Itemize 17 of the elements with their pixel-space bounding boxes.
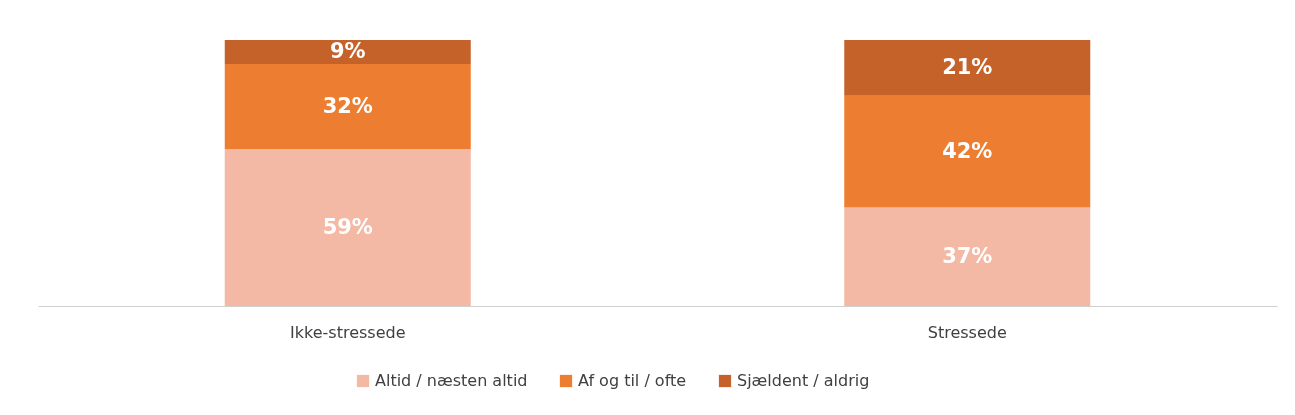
data-label: 32% xyxy=(322,93,373,118)
bar xyxy=(844,95,1091,208)
data-label: 9% xyxy=(329,38,366,63)
legend-label: Af og til / ofte xyxy=(578,371,687,390)
bar xyxy=(224,40,471,64)
x-tick-label: Ikke-stressede xyxy=(290,322,406,342)
legend-label: Sjældent / aldrig xyxy=(737,371,870,390)
data-label: 37% xyxy=(942,243,993,268)
legend-label: Altid / næsten altid xyxy=(375,371,528,390)
data-label: 59% xyxy=(322,214,373,239)
data-label: 21% xyxy=(942,54,993,79)
data-label: 42% xyxy=(942,138,993,163)
bar xyxy=(224,63,471,150)
bar xyxy=(844,40,1091,96)
bar xyxy=(844,207,1091,306)
bar xyxy=(224,149,471,306)
x-tick-label: Stressede xyxy=(927,322,1007,342)
